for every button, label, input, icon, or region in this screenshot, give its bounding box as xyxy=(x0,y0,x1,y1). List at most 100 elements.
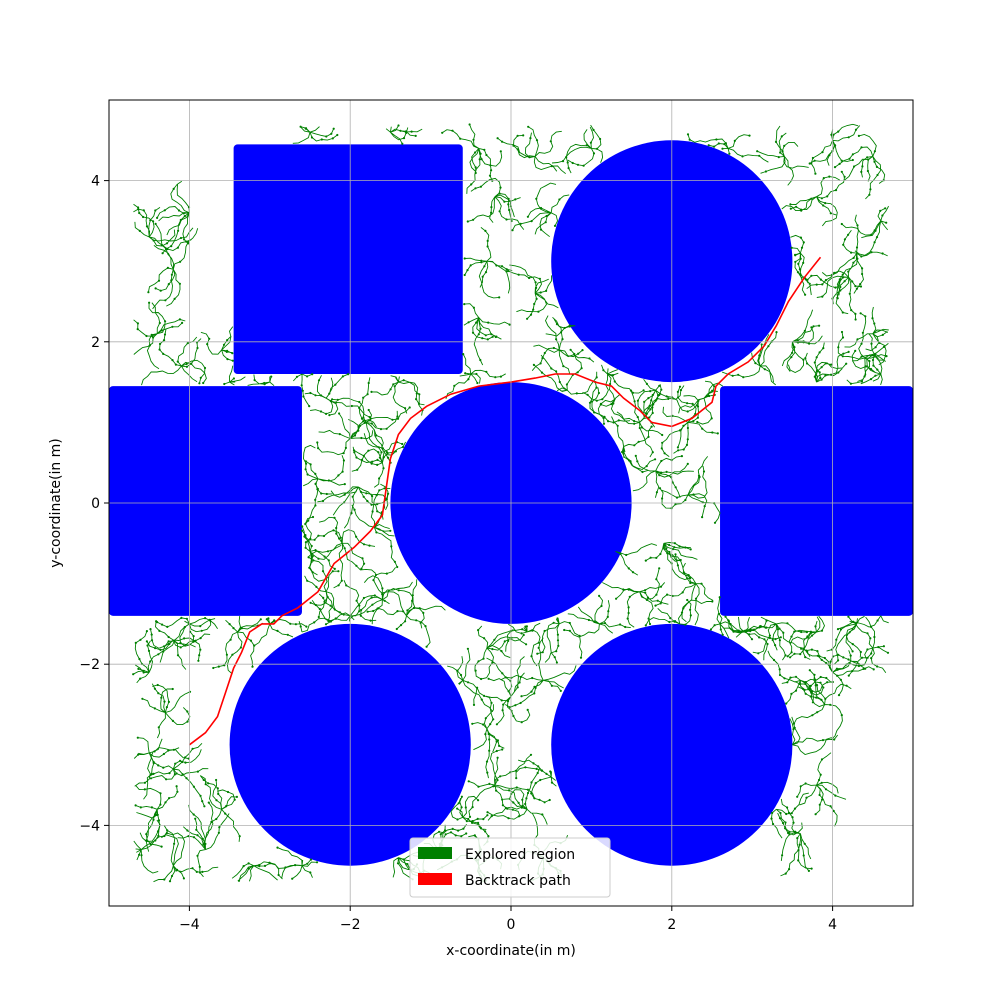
explored-branch xyxy=(602,568,669,628)
obstacle-rect-0 xyxy=(233,144,463,375)
explored-branch xyxy=(515,759,557,803)
explored-cluster xyxy=(496,125,566,175)
legend: Explored region Backtrack path xyxy=(409,837,611,898)
explored-cluster xyxy=(500,637,577,709)
grid-layer xyxy=(109,100,913,906)
explored-cluster xyxy=(276,846,319,880)
y-tick-label: 4 xyxy=(91,174,100,190)
explored-branch xyxy=(156,180,190,254)
explored-cluster xyxy=(304,556,345,623)
explored-cluster xyxy=(466,177,525,230)
explored-cluster xyxy=(366,579,446,648)
explored-branch xyxy=(826,615,865,665)
obstacle-rect-1 xyxy=(109,386,302,616)
explored-branch xyxy=(277,847,318,880)
explored-node xyxy=(579,656,583,659)
explored-cluster xyxy=(331,377,411,464)
explored-cluster xyxy=(611,416,657,474)
explored-cluster xyxy=(545,316,576,337)
explored-branch xyxy=(537,618,583,663)
explored-branch xyxy=(841,205,889,256)
y-tick-label: −4 xyxy=(79,818,100,834)
explored-cluster xyxy=(212,616,264,675)
ticks-layer: −4 −2 0 2 4 −4 −2 0 2 4 xyxy=(79,174,837,933)
explored-cluster xyxy=(665,380,724,425)
explored-cluster xyxy=(847,616,890,677)
explored-cluster xyxy=(602,567,669,628)
explored-cluster xyxy=(133,203,194,251)
explored-branch xyxy=(200,326,234,362)
explored-node xyxy=(499,150,502,153)
explored-cluster xyxy=(786,615,825,660)
explored-branch xyxy=(133,819,168,874)
explored-branch xyxy=(777,798,812,877)
explored-branch xyxy=(533,349,598,395)
explored-cluster xyxy=(445,353,506,400)
legend-swatch-explored xyxy=(418,847,452,859)
explored-branch xyxy=(141,328,207,386)
explored-branch xyxy=(292,373,313,407)
explored-branch xyxy=(545,316,576,337)
explored-branch xyxy=(787,615,825,660)
explored-branch xyxy=(304,556,345,623)
explored-branch xyxy=(655,552,714,626)
explored-cluster xyxy=(231,861,301,882)
explored-cluster xyxy=(292,373,314,408)
explored-branch xyxy=(771,792,809,839)
y-tick-label: −2 xyxy=(79,657,100,673)
explored-branch xyxy=(661,386,718,457)
explored-branch xyxy=(551,124,604,174)
explored-node xyxy=(251,665,254,668)
explored-branch xyxy=(231,861,301,882)
explored-branch xyxy=(199,775,241,842)
explored-branch xyxy=(809,123,861,174)
explored-branch xyxy=(133,203,194,251)
legend-box xyxy=(409,837,611,898)
explored-branch xyxy=(837,615,889,630)
explored-branch xyxy=(253,618,307,646)
explored-cluster xyxy=(200,326,234,362)
explored-cluster xyxy=(247,374,275,387)
explored-branch xyxy=(793,669,852,741)
legend-label-explored: Explored region xyxy=(465,847,575,863)
explored-branch xyxy=(371,375,425,416)
explored-cluster xyxy=(303,516,377,589)
explored-cluster xyxy=(134,785,179,852)
plot-area: −4 −2 0 2 4 −4 −2 0 2 4 xyxy=(79,99,914,933)
y-tick-label: 2 xyxy=(91,335,100,351)
explored-cluster xyxy=(833,134,886,200)
x-axis-label: x-coordinate(in m) xyxy=(446,943,576,959)
explored-node xyxy=(136,736,139,739)
explored-branch xyxy=(497,126,566,175)
backtrack-path-line xyxy=(188,256,822,746)
explored-node xyxy=(522,134,525,137)
backtrack-path-layer xyxy=(188,256,822,746)
explored-branch xyxy=(589,382,631,424)
explored-cluster xyxy=(806,270,857,321)
explored-cluster xyxy=(316,408,377,456)
explored-cluster xyxy=(536,617,583,664)
explored-cluster xyxy=(505,622,541,667)
explored-cluster xyxy=(474,625,528,681)
explored-branch xyxy=(464,227,513,299)
explored-cluster xyxy=(156,616,218,663)
explored-branch xyxy=(789,716,839,755)
explored-branch xyxy=(806,270,857,320)
explored-cluster xyxy=(199,775,241,842)
explored-node xyxy=(760,343,763,346)
explored-branch xyxy=(474,625,527,680)
explored-branch xyxy=(505,622,541,667)
explored-node xyxy=(716,432,719,435)
explored-cluster xyxy=(615,543,658,576)
explored-cluster xyxy=(486,767,548,825)
explored-cluster xyxy=(721,331,778,386)
explored-cluster xyxy=(660,385,719,457)
explored-cluster xyxy=(770,792,809,839)
explored-branch xyxy=(615,543,658,576)
explored-cluster xyxy=(532,348,598,395)
explored-branch xyxy=(512,182,570,238)
explored-branch xyxy=(844,306,889,366)
explored-branch xyxy=(332,377,411,463)
explored-cluster xyxy=(471,686,505,779)
